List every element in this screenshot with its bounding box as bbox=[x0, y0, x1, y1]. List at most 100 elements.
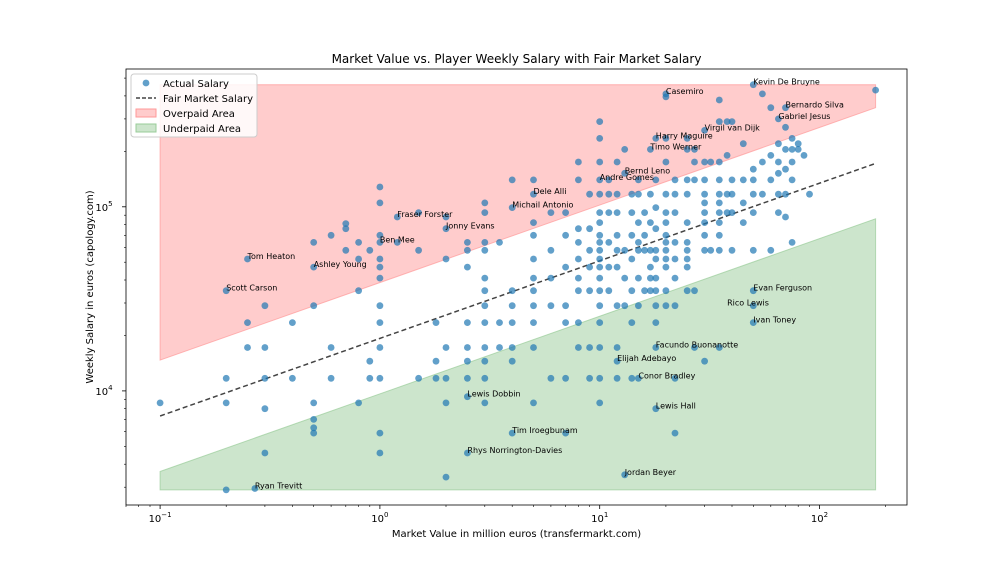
legend-label: Overpaid Area bbox=[163, 109, 235, 120]
data-point bbox=[310, 424, 318, 432]
data-point bbox=[728, 118, 736, 125]
data-point bbox=[671, 239, 679, 246]
data-point bbox=[775, 115, 782, 123]
data-point bbox=[222, 486, 230, 494]
data-point bbox=[641, 246, 648, 254]
player-annotations: Kevin De Bruyne Casemiro Bernardo Silva Gab… bbox=[226, 78, 844, 491]
data-point bbox=[683, 246, 691, 254]
data-point bbox=[586, 246, 593, 254]
data-point bbox=[261, 449, 269, 457]
data-point bbox=[530, 219, 537, 227]
data-point bbox=[530, 176, 537, 184]
data-point bbox=[310, 399, 318, 407]
data-point bbox=[310, 263, 318, 271]
data-point bbox=[635, 274, 642, 282]
data-point bbox=[647, 190, 654, 198]
data-point bbox=[376, 199, 384, 207]
data-point bbox=[442, 225, 450, 233]
data-point bbox=[728, 190, 736, 198]
data-point bbox=[715, 190, 723, 198]
data-point bbox=[683, 176, 691, 184]
data-point bbox=[508, 302, 516, 310]
player-annotation: Kevin De Bruyne bbox=[753, 78, 820, 87]
legend-label: Fair Market Salary bbox=[163, 94, 253, 105]
data-point bbox=[376, 374, 384, 382]
data-point bbox=[605, 176, 613, 184]
data-point bbox=[376, 302, 384, 310]
data-point bbox=[575, 287, 582, 295]
data-point bbox=[575, 225, 582, 233]
data-point bbox=[652, 287, 660, 295]
data-point bbox=[596, 246, 604, 254]
data-point bbox=[244, 255, 251, 263]
data-point bbox=[715, 246, 723, 254]
player-annotation: Fraser Forster bbox=[397, 210, 453, 219]
data-point bbox=[652, 176, 660, 184]
data-point bbox=[481, 246, 489, 254]
data-point bbox=[641, 209, 648, 217]
data-point bbox=[652, 255, 660, 263]
player-annotation: Timo Werner bbox=[649, 142, 702, 151]
legend-box bbox=[130, 73, 258, 138]
data-point bbox=[575, 319, 582, 326]
data-point bbox=[701, 219, 708, 227]
data-point bbox=[683, 146, 691, 153]
data-point bbox=[739, 140, 747, 148]
data-point bbox=[715, 209, 723, 217]
data-point bbox=[800, 152, 808, 159]
data-point bbox=[691, 146, 698, 153]
data-point bbox=[355, 255, 362, 263]
data-point bbox=[767, 104, 775, 112]
data-point bbox=[366, 246, 374, 254]
data-point bbox=[613, 374, 621, 382]
data-point bbox=[683, 287, 691, 295]
data-point bbox=[613, 246, 621, 254]
data-point bbox=[481, 274, 489, 282]
data-point bbox=[596, 219, 604, 227]
player-annotation: Tim Iroegbunam bbox=[511, 426, 578, 435]
data-point bbox=[464, 357, 471, 365]
data-point bbox=[508, 429, 516, 437]
fair-market-line bbox=[159, 162, 876, 417]
data-point bbox=[596, 118, 604, 125]
data-point bbox=[596, 209, 604, 217]
data-point bbox=[723, 209, 731, 217]
data-point bbox=[662, 219, 670, 227]
data-point bbox=[432, 319, 440, 326]
data-point bbox=[586, 190, 593, 198]
data-point bbox=[628, 319, 636, 326]
data-point bbox=[759, 90, 766, 98]
data-point bbox=[635, 374, 642, 382]
data-point bbox=[701, 126, 708, 134]
data-point bbox=[244, 344, 251, 351]
data-point bbox=[355, 239, 362, 246]
data-point bbox=[508, 176, 516, 184]
data-point bbox=[806, 190, 813, 198]
data-point bbox=[652, 405, 660, 413]
data-point bbox=[671, 274, 679, 282]
data-point bbox=[662, 190, 670, 198]
data-point bbox=[464, 246, 471, 254]
x-axis-label: Market Value in million euros (transferm… bbox=[392, 529, 641, 540]
data-point bbox=[575, 255, 582, 263]
data-point bbox=[547, 246, 555, 254]
player-annotation: Virgil van Dijk bbox=[705, 123, 761, 132]
data-point bbox=[530, 255, 537, 263]
data-point bbox=[641, 231, 648, 239]
data-point bbox=[415, 374, 422, 382]
y-axis-label: Weekly Salary in euros (capology.com) bbox=[85, 190, 96, 383]
player-annotation: Bernardo Silva bbox=[786, 101, 844, 110]
data-point bbox=[596, 158, 604, 166]
player-annotation: Elijah Adebayo bbox=[617, 354, 676, 363]
data-point bbox=[621, 471, 629, 479]
data-point bbox=[739, 199, 747, 207]
data-point bbox=[759, 190, 766, 198]
player-annotation: Ben Mee bbox=[380, 235, 415, 244]
data-point bbox=[530, 399, 537, 407]
data-point bbox=[415, 246, 422, 254]
data-point bbox=[749, 246, 757, 254]
data-point bbox=[586, 225, 593, 233]
data-point bbox=[547, 374, 555, 382]
player-annotation: Rico Lewis bbox=[727, 299, 769, 308]
data-point bbox=[628, 374, 636, 382]
